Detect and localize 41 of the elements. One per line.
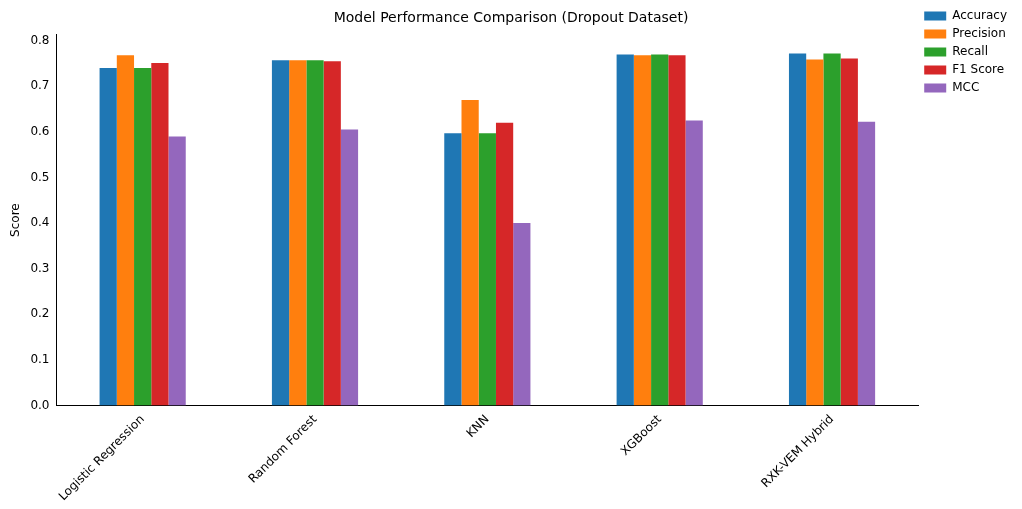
bar [495,122,514,406]
y-tick-label: 0.1 [30,351,50,366]
bar [857,121,876,406]
legend-label: F1 Score [952,62,1005,77]
bar [823,53,841,406]
bar [685,120,703,406]
bar [651,54,669,406]
bar [788,53,807,406]
bar [134,68,152,406]
bar [168,136,186,406]
bar [306,60,324,406]
bar [668,55,686,406]
y-tick-label: 0.5 [30,169,50,184]
y-axis-title: Score [8,203,23,237]
y-tick-label: 0.3 [30,260,50,275]
legend-label: MCC [952,80,980,95]
bar [444,133,462,406]
bar [840,58,858,406]
bar [289,60,307,406]
chart-title: Model Performance Comparison (Dropout Dataset) [333,9,689,26]
y-tick-label: 0.2 [30,306,50,321]
bar [616,54,634,406]
bar [513,223,531,406]
bar [323,61,341,406]
bar [340,129,359,406]
y-tick-label: 0.7 [30,78,50,93]
y-tick-label: 0.8 [30,32,50,47]
bar [99,68,117,406]
y-tick-label: 0.6 [30,124,50,139]
bar [461,99,479,406]
legend-label: Accuracy [952,8,1008,23]
bar [271,60,290,406]
bar [116,55,135,406]
bar [478,133,496,406]
legend-label: Precision [952,26,1006,41]
bar [151,63,169,406]
bar [633,55,652,406]
y-tick-label: 0.0 [30,397,50,412]
y-tick-label: 0.4 [30,215,50,230]
legend-label: Recall [952,44,989,59]
bar [806,59,824,406]
